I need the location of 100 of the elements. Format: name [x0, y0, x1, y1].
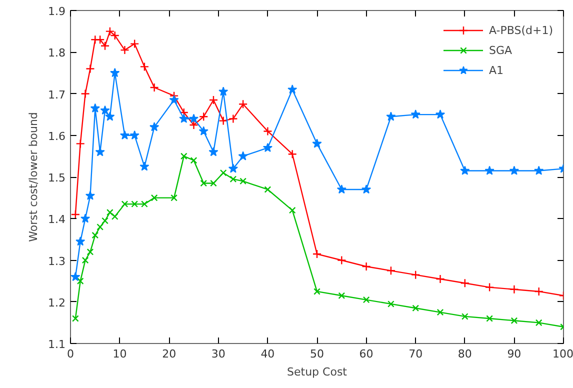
point: [238, 151, 248, 160]
x-tick-label: 70: [408, 348, 423, 360]
point: [95, 35, 105, 44]
x-tick-label: 20: [162, 348, 176, 360]
point: [484, 282, 494, 292]
x-tick-label: 80: [458, 348, 472, 360]
point: [150, 122, 160, 132]
point: [70, 210, 80, 220]
point: [188, 114, 199, 123]
point: [410, 110, 420, 119]
y-tick-label: 1.5: [48, 172, 66, 184]
x-tick-label: 0: [67, 348, 74, 360]
x-tick-label: 50: [310, 348, 324, 360]
point: [100, 41, 110, 50]
point: [338, 292, 346, 300]
point: [208, 95, 218, 105]
point: [336, 184, 346, 194]
point: [263, 126, 272, 136]
point: [179, 114, 189, 123]
x-tick-label: 100: [552, 348, 573, 360]
point: [228, 114, 238, 124]
point: [411, 270, 420, 280]
point: [150, 82, 159, 92]
point: [189, 120, 198, 130]
point: [140, 62, 150, 72]
point: [131, 200, 138, 208]
point: [264, 186, 272, 193]
point: [436, 274, 445, 284]
point: [76, 236, 86, 246]
point: [140, 162, 150, 171]
point: [130, 130, 140, 140]
x-axis-title: Setup Cost: [287, 366, 348, 378]
point: [535, 319, 542, 326]
point: [92, 232, 99, 239]
point: [105, 112, 115, 121]
point: [262, 142, 272, 152]
y-tick-label: 1.1: [48, 338, 66, 351]
point: [312, 138, 322, 148]
point: [288, 206, 296, 214]
point: [288, 150, 297, 159]
point: [86, 248, 94, 256]
point: [460, 278, 470, 288]
legend-label: SGA: [488, 44, 512, 56]
point: [169, 94, 179, 104]
point: [510, 317, 518, 324]
point: [82, 256, 89, 264]
point: [86, 64, 95, 74]
point: [435, 110, 446, 119]
point: [388, 300, 394, 308]
point: [484, 166, 494, 175]
x-tick-label: 60: [359, 348, 374, 360]
point: [362, 296, 370, 304]
point: [337, 256, 346, 265]
y-tick-label: 1.4: [48, 213, 66, 226]
point: [460, 166, 470, 175]
x-tick-label: 90: [507, 348, 522, 360]
point: [180, 152, 188, 160]
point: [208, 147, 218, 156]
x-tick-label: 40: [260, 348, 275, 360]
point: [106, 208, 114, 216]
point: [314, 288, 320, 295]
point: [510, 284, 519, 294]
point: [120, 130, 130, 140]
point: [190, 156, 198, 164]
point: [105, 26, 115, 36]
point: [238, 100, 248, 109]
point: [461, 313, 468, 320]
y-tick-label: 1.7: [48, 88, 66, 102]
point: [100, 105, 110, 115]
point: [121, 200, 128, 208]
point: [386, 112, 396, 121]
point: [170, 194, 178, 202]
y-tick-label: 1.8: [48, 46, 66, 60]
point: [70, 272, 80, 282]
point: [412, 304, 420, 312]
point: [150, 194, 158, 202]
point: [220, 169, 227, 176]
point: [120, 45, 130, 55]
point: [362, 262, 371, 272]
point: [198, 126, 208, 136]
point: [534, 166, 544, 175]
point: [102, 217, 108, 224]
y-axis-title: Worst cost/lower bound: [27, 112, 40, 242]
x-tick-label: 10: [112, 348, 127, 360]
point: [110, 30, 120, 40]
y-tick-label: 1.9: [48, 5, 66, 18]
point: [110, 68, 120, 78]
point: [228, 164, 238, 173]
point: [130, 39, 140, 48]
legend-label: A-PBS(d+1): [488, 24, 553, 36]
point: [509, 166, 519, 175]
y-tick-label: 1.6: [48, 130, 66, 143]
point: [210, 180, 217, 187]
point: [436, 308, 444, 316]
point: [76, 139, 85, 148]
point: [362, 184, 372, 194]
point: [218, 86, 228, 96]
point: [80, 89, 90, 98]
point: [200, 180, 208, 187]
point: [95, 147, 105, 156]
